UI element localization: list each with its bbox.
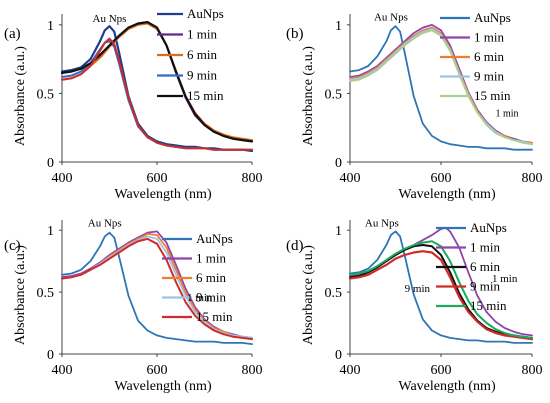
series-line-2 bbox=[61, 21, 253, 143]
legend-entry: 6 min bbox=[187, 47, 217, 62]
panel-letter: (c) bbox=[4, 238, 21, 254]
x-tick-label: 800 bbox=[522, 171, 543, 186]
series-line-3 bbox=[349, 26, 533, 144]
y-tick-label: 1 bbox=[335, 19, 342, 34]
x-tick-label: 600 bbox=[431, 363, 452, 378]
y-axis-label: Absorbance (a.u.) bbox=[301, 245, 316, 345]
legend-entry: AuNps bbox=[187, 6, 224, 21]
y-axis-label: Absorbance (a.u.) bbox=[301, 46, 316, 146]
series-line-6 bbox=[61, 37, 253, 151]
x-axis-label: Wavelength (nm) bbox=[114, 187, 212, 202]
series-line-1 bbox=[60, 25, 254, 153]
series-line-4 bbox=[348, 250, 534, 341]
annotation-label: 1 min bbox=[492, 273, 518, 285]
annotation-label: Au Nps bbox=[93, 13, 127, 25]
annotation-label: 1 min bbox=[187, 292, 213, 304]
legend-entry: 9 min bbox=[474, 69, 504, 84]
legend-entry: 6 min bbox=[470, 259, 500, 274]
y-tick-label: 0.5 bbox=[325, 87, 343, 102]
chart-panel-3: (c) 0 0.5 1 400 600 800 Wavelength (nm) Absorban… bbox=[4, 217, 263, 394]
panel-letter: (d) bbox=[286, 238, 304, 254]
legend-entry: 9 min bbox=[187, 68, 217, 83]
y-tick-label: 0 bbox=[335, 156, 342, 171]
legend-entry: 1 min bbox=[196, 251, 226, 266]
legend-entry: 15 min bbox=[187, 88, 224, 103]
legend-entry: 1 min bbox=[470, 240, 500, 255]
series-line-5 bbox=[349, 240, 533, 339]
x-tick-label: 400 bbox=[340, 363, 361, 378]
x-tick-label: 600 bbox=[431, 171, 452, 186]
legend-entry: 9 min bbox=[470, 279, 500, 294]
x-tick-label: 800 bbox=[242, 363, 263, 378]
panel-letter: (b) bbox=[286, 26, 304, 42]
x-tick-label: 800 bbox=[242, 171, 263, 186]
x-tick-label: 600 bbox=[147, 171, 168, 186]
chart-panel-2: (b) 0 0.5 1 400 600 800 Wavelength (nm) Absorban… bbox=[286, 10, 543, 202]
x-axis-label: Wavelength (nm) bbox=[398, 187, 496, 202]
y-tick-label: 0 bbox=[47, 348, 54, 363]
legend-entry: AuNps bbox=[474, 10, 511, 25]
legend-entry: 9 min bbox=[196, 290, 226, 305]
legend-entry: AuNps bbox=[196, 231, 233, 246]
annotation-label: 1 min bbox=[495, 109, 518, 120]
legend-entry: 6 min bbox=[474, 49, 504, 64]
x-tick-label: 400 bbox=[340, 171, 361, 186]
series-line-5 bbox=[60, 21, 254, 143]
annotation-label: 9 min bbox=[405, 283, 431, 295]
x-tick-label: 400 bbox=[52, 363, 73, 378]
y-axis-label: Absorbance (a.u.) bbox=[13, 245, 28, 345]
legend-entry: 15 min bbox=[196, 309, 233, 324]
series-line-1 bbox=[349, 25, 533, 151]
annotation-label: Au Nps bbox=[88, 217, 122, 229]
series-line-5 bbox=[349, 29, 533, 146]
legend-entry: 1 min bbox=[187, 27, 217, 42]
legend-entry: 15 min bbox=[470, 298, 507, 313]
y-tick-label: 0.5 bbox=[325, 286, 343, 301]
series-line-1 bbox=[349, 230, 533, 344]
x-tick-label: 800 bbox=[522, 363, 543, 378]
legend-entry: 15 min bbox=[474, 88, 511, 103]
x-axis-label: Wavelength (nm) bbox=[398, 379, 496, 394]
y-tick-label: 0 bbox=[47, 156, 54, 171]
y-axis-label: Absorbance (a.u.) bbox=[13, 46, 28, 146]
legend-entry: 1 min bbox=[474, 30, 504, 45]
y-tick-label: 1 bbox=[335, 224, 342, 239]
y-tick-label: 0 bbox=[335, 348, 342, 363]
y-tick-label: 1 bbox=[47, 224, 54, 239]
y-tick-label: 1 bbox=[47, 19, 54, 34]
annotation-label: Au Nps bbox=[374, 12, 408, 24]
legend-entry: 6 min bbox=[196, 270, 226, 285]
series-line-2 bbox=[349, 24, 533, 144]
chart-panel-1: (a) 0 0.5 1 400 600 800 Wavelength (nm) Absorban… bbox=[4, 6, 263, 202]
series-line-1 bbox=[61, 231, 253, 345]
legend-entry: AuNps bbox=[470, 220, 507, 235]
x-tick-label: 400 bbox=[52, 171, 73, 186]
annotation-label: Au Nps bbox=[365, 217, 399, 229]
series-line-5 bbox=[61, 237, 253, 341]
chart-panel-4: (d) 0 0.5 1 400 600 800 Wavelength (nm) Absorban… bbox=[286, 217, 543, 394]
y-tick-label: 0.5 bbox=[37, 286, 55, 301]
series-line-4 bbox=[349, 28, 533, 146]
x-axis-label: Wavelength (nm) bbox=[114, 379, 212, 394]
y-tick-label: 0.5 bbox=[37, 87, 55, 102]
panel-letter: (a) bbox=[4, 26, 21, 42]
x-tick-label: 600 bbox=[147, 363, 168, 378]
series-line-3 bbox=[61, 22, 253, 142]
